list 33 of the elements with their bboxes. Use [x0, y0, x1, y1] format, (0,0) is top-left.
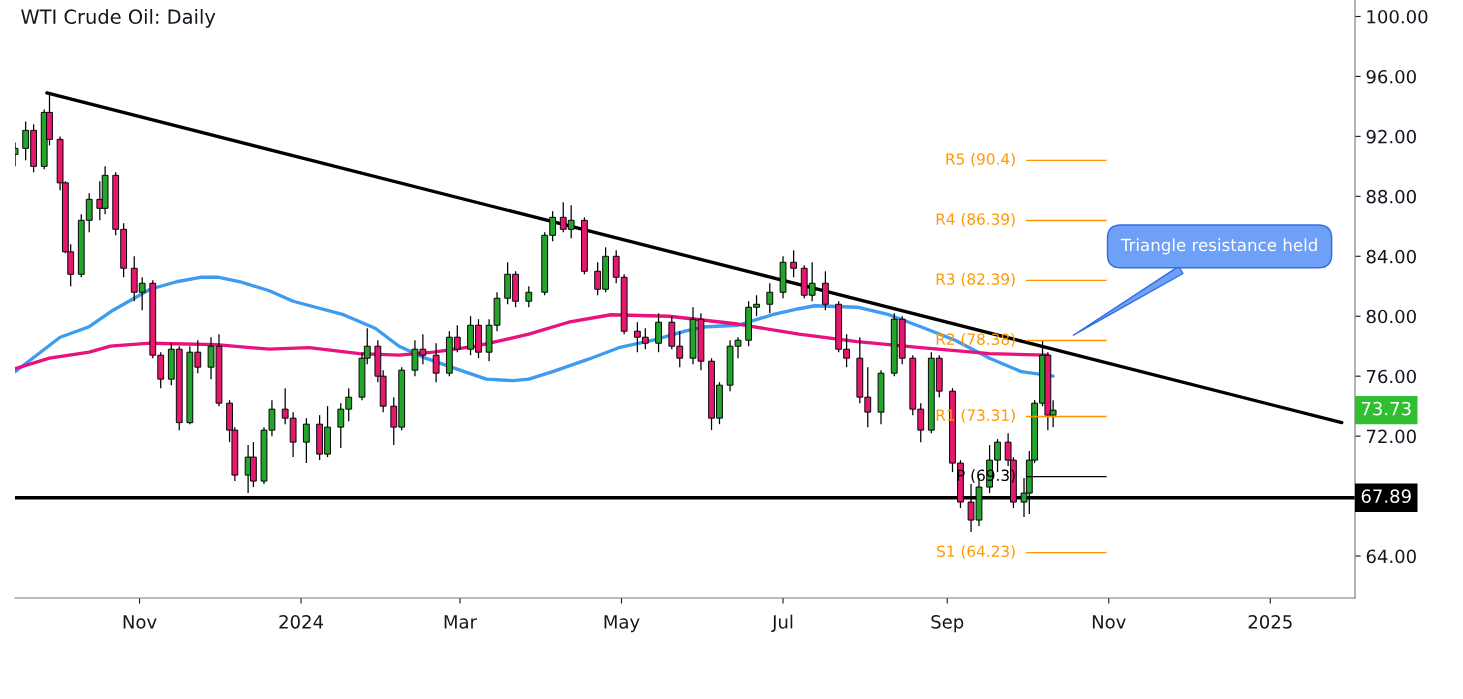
series-label: R3 (82.39) [936, 273, 1015, 287]
series-label: S1 (64.23) [937, 545, 1015, 559]
candlestick [525, 285, 533, 308]
candlestick [432, 342, 440, 383]
y-tick-label: 84.00 [1366, 249, 1416, 264]
candlestick [766, 282, 774, 314]
text: 73.73 [1361, 401, 1411, 416]
ref-line-label: 67.89 [1361, 489, 1411, 503]
annotation: Triangle resistance held [1120, 238, 1317, 255]
x-tick-label: Mar [444, 615, 477, 629]
x-tick-label: 2025 [1248, 614, 1292, 629]
y-tick-label: 76.00 [1366, 369, 1416, 384]
y-tick-label: 88.00 [1366, 189, 1416, 204]
x-tick-label: Nov [123, 615, 157, 629]
chart-title: WTI Crude Oil: Daily [21, 8, 216, 28]
x-tick-label: May [604, 615, 640, 633]
x-tick-label: Sep [931, 614, 964, 633]
x-tick-label: Jul [771, 614, 793, 632]
y-tick-label: 72.00 [1366, 429, 1416, 444]
y-tick-label: 92.00 [1366, 129, 1416, 144]
x-tick-label: 2024 [279, 614, 324, 629]
y-tick-label: 64.00 [1366, 549, 1416, 564]
candlestick [790, 249, 798, 278]
x-tick-label: Nov [1092, 615, 1126, 629]
series-label: R5 (90.4) [946, 152, 1015, 167]
y-tick-label: 80.00 [1366, 309, 1416, 324]
line-series [15, 275, 1055, 383]
series-label: R4 (86.39) [936, 213, 1015, 227]
candlestick [822, 270, 829, 311]
candlestick [655, 312, 662, 353]
y-tick-label: 96.00 [1366, 69, 1416, 84]
y-tick-label: 100.00 [1367, 9, 1428, 24]
candlestick [302, 417, 310, 464]
